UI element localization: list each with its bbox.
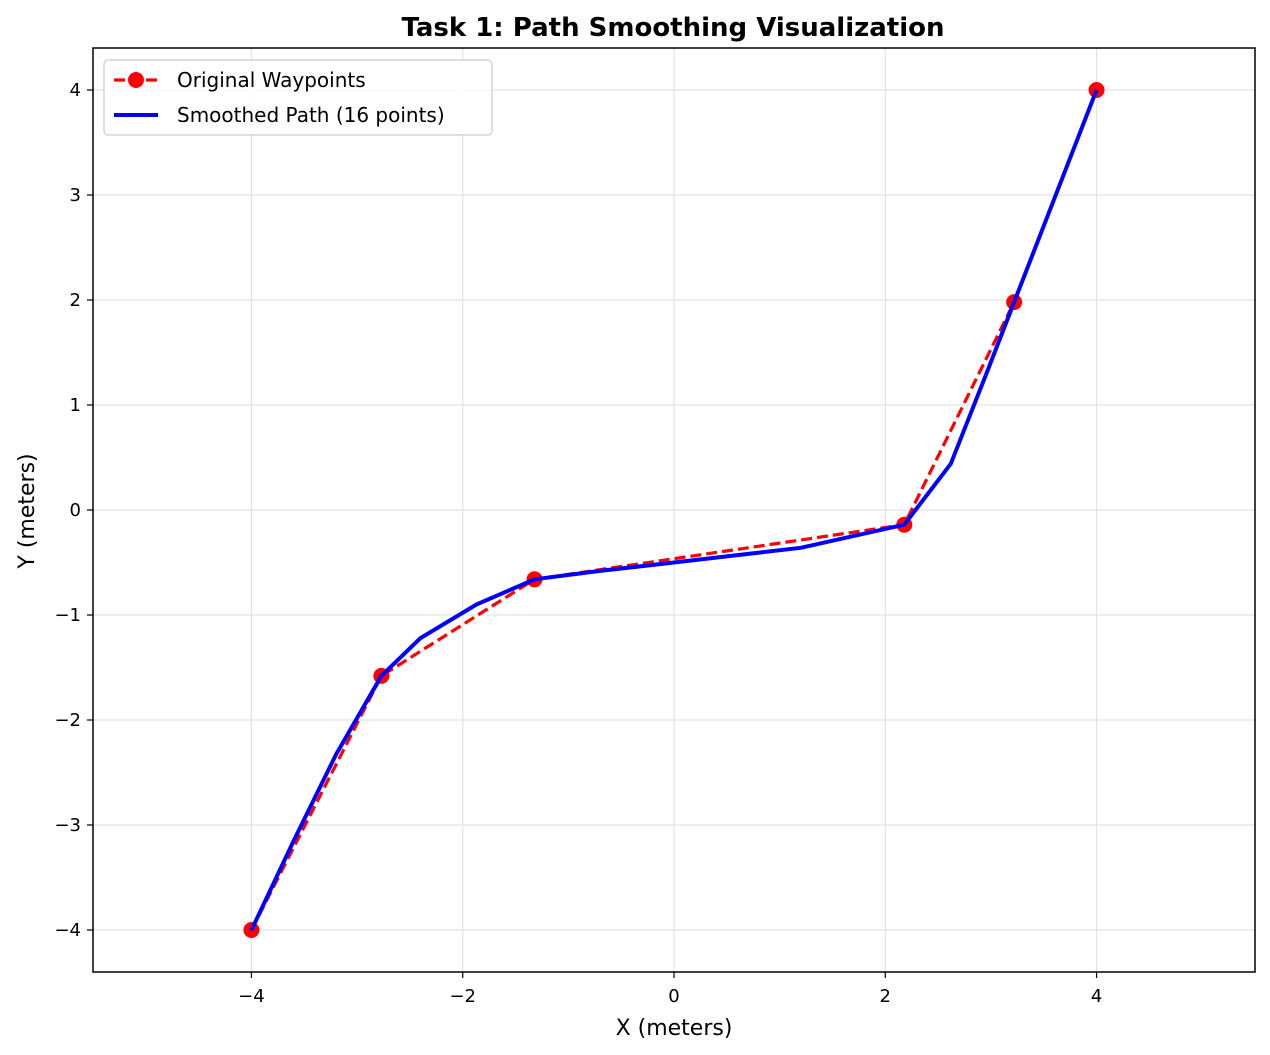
ticks: −4 −2 0 2 4 −4 −3 −2 −1 0 1 2 3 4 [54,80,1102,1007]
grid [93,48,1255,972]
legend-box [103,59,493,136]
y-tick-label: 4 [70,80,81,101]
legend: Original Waypoints Smoothed Path (16 poin… [103,59,493,136]
y-tick-label: −4 [54,920,81,941]
y-tick-label: 1 [70,395,81,416]
x-tick-label: 0 [668,986,679,1007]
y-tick-label: −1 [54,605,81,626]
legend-smoothed-label: Smoothed Path (16 points) [177,103,445,127]
y-tick-label: 2 [70,290,81,311]
y-tick-label: 3 [70,185,81,206]
x-tick-label: −4 [238,986,265,1007]
series-smoothed-path-line [249,89,1099,931]
x-tick-label: −2 [449,986,476,1007]
chart-title: Task 1: Path Smoothing Visualization [401,13,944,43]
waypoint-marker [243,922,260,938]
y-tick-label: −3 [54,815,81,836]
x-tick-label: 2 [880,986,891,1007]
y-tick-label: −2 [54,710,81,731]
legend-original-marker [128,72,144,88]
legend-original-label: Original Waypoints [177,68,366,92]
y-tick-label: 0 [70,500,81,521]
series-layer [243,82,1105,938]
x-axis-label: X (meters) [616,1016,733,1041]
y-axis-label: Y (meters) [15,453,40,569]
x-tick-label: 4 [1091,986,1102,1007]
